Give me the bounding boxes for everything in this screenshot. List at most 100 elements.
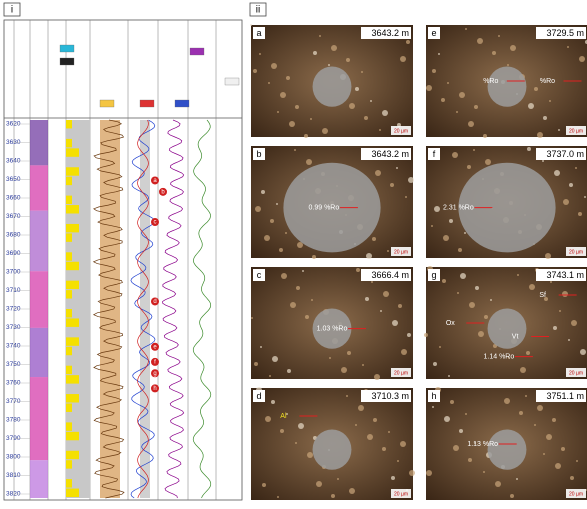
- scale-label: 20 µm: [394, 491, 408, 497]
- depth-label: 3620: [6, 121, 21, 128]
- depth-label: 3640: [6, 158, 21, 165]
- grain: [255, 206, 261, 212]
- annotation: Al: [280, 413, 287, 420]
- lithology-bed: [66, 403, 72, 412]
- grain: [485, 159, 491, 165]
- scale-box: [391, 368, 411, 377]
- sample-marker: [151, 297, 159, 306]
- depth-label: 3700: [6, 269, 21, 276]
- grain: [526, 351, 530, 355]
- grain: [458, 248, 462, 252]
- panel-label-box: [249, 2, 267, 17]
- grain: [424, 333, 428, 337]
- depth-box: [536, 269, 586, 281]
- grain: [559, 310, 561, 312]
- lithology-bed: [66, 488, 79, 497]
- grain: [534, 87, 538, 91]
- grain: [319, 35, 321, 37]
- grain: [347, 351, 351, 355]
- lithology-bed: [66, 290, 72, 299]
- grain: [408, 177, 414, 183]
- depth-label: 3790: [6, 435, 21, 442]
- grain: [406, 40, 410, 44]
- grain: [568, 339, 570, 341]
- vitrinite: [487, 66, 527, 107]
- depth-label: 3737.0 m: [546, 149, 584, 159]
- scale-box: [391, 126, 411, 135]
- grain: [484, 315, 488, 319]
- grain: [280, 92, 286, 98]
- lithology-bed: [66, 337, 79, 346]
- scale-label: 20 µm: [394, 370, 408, 376]
- grain: [302, 270, 304, 272]
- grain: [375, 170, 381, 176]
- grain: [366, 253, 372, 259]
- grain: [558, 129, 560, 131]
- grain: [392, 320, 398, 326]
- grain: [529, 284, 535, 290]
- letter-box: [253, 269, 265, 281]
- panel-letter: g: [431, 270, 436, 280]
- scale-label: 20 µm: [394, 128, 408, 134]
- grain: [432, 69, 436, 73]
- lithology-bed: [66, 365, 72, 375]
- grain: [316, 481, 322, 487]
- grain: [253, 69, 257, 73]
- scale-box: [566, 247, 586, 256]
- scale-label: 20 µm: [394, 249, 408, 255]
- scale-label: 20 µm: [569, 370, 583, 376]
- grain: [519, 411, 523, 415]
- density-curve: [137, 119, 149, 499]
- vitrinite: [312, 429, 352, 470]
- grain: [391, 476, 395, 480]
- depth-label: 3770: [6, 398, 21, 405]
- sample-marker: [151, 384, 159, 393]
- sample-marker: [151, 176, 159, 185]
- grain: [382, 447, 386, 451]
- depth-label: 3710.3 m: [371, 391, 409, 401]
- grain: [331, 45, 337, 51]
- grain: [567, 46, 569, 48]
- grain: [580, 349, 586, 355]
- lithology-bed: [66, 233, 72, 242]
- grain: [432, 406, 434, 408]
- grain: [374, 374, 380, 380]
- grain: [544, 297, 548, 301]
- depth-box: [361, 390, 411, 402]
- lithology-bed: [66, 167, 79, 176]
- grain: [286, 413, 288, 415]
- depth-label: 3650: [6, 176, 21, 183]
- header-swatch: [174, 99, 190, 108]
- formation-band: [30, 120, 48, 166]
- depth-label: 3710: [6, 287, 21, 294]
- vitrinite: [312, 308, 352, 349]
- grain: [468, 121, 474, 127]
- lithology-bed: [66, 280, 79, 290]
- grain: [380, 310, 382, 312]
- lithology-bed: [66, 422, 72, 431]
- grain: [473, 149, 475, 151]
- grain: [546, 434, 552, 440]
- neutron-curve: [162, 119, 185, 499]
- lithology-bed: [66, 346, 72, 356]
- grain: [276, 203, 278, 205]
- grain: [508, 357, 510, 359]
- grain: [311, 299, 313, 301]
- panel-label: i: [11, 5, 13, 16]
- scale-box: [566, 368, 586, 377]
- grain: [452, 152, 458, 158]
- grain: [304, 134, 308, 138]
- gamma-curve: [92, 119, 125, 499]
- letter-box: [253, 27, 265, 39]
- letter-box: [428, 390, 440, 402]
- depth-box: [361, 269, 411, 281]
- grain: [295, 105, 299, 109]
- grain: [460, 273, 466, 279]
- sample-label: c: [154, 220, 157, 226]
- grain: [400, 56, 406, 62]
- grain: [525, 395, 527, 397]
- grain: [400, 441, 406, 447]
- vitrinite: [458, 162, 556, 253]
- sample-label: g: [153, 371, 156, 377]
- depth-label: 3630: [6, 139, 21, 146]
